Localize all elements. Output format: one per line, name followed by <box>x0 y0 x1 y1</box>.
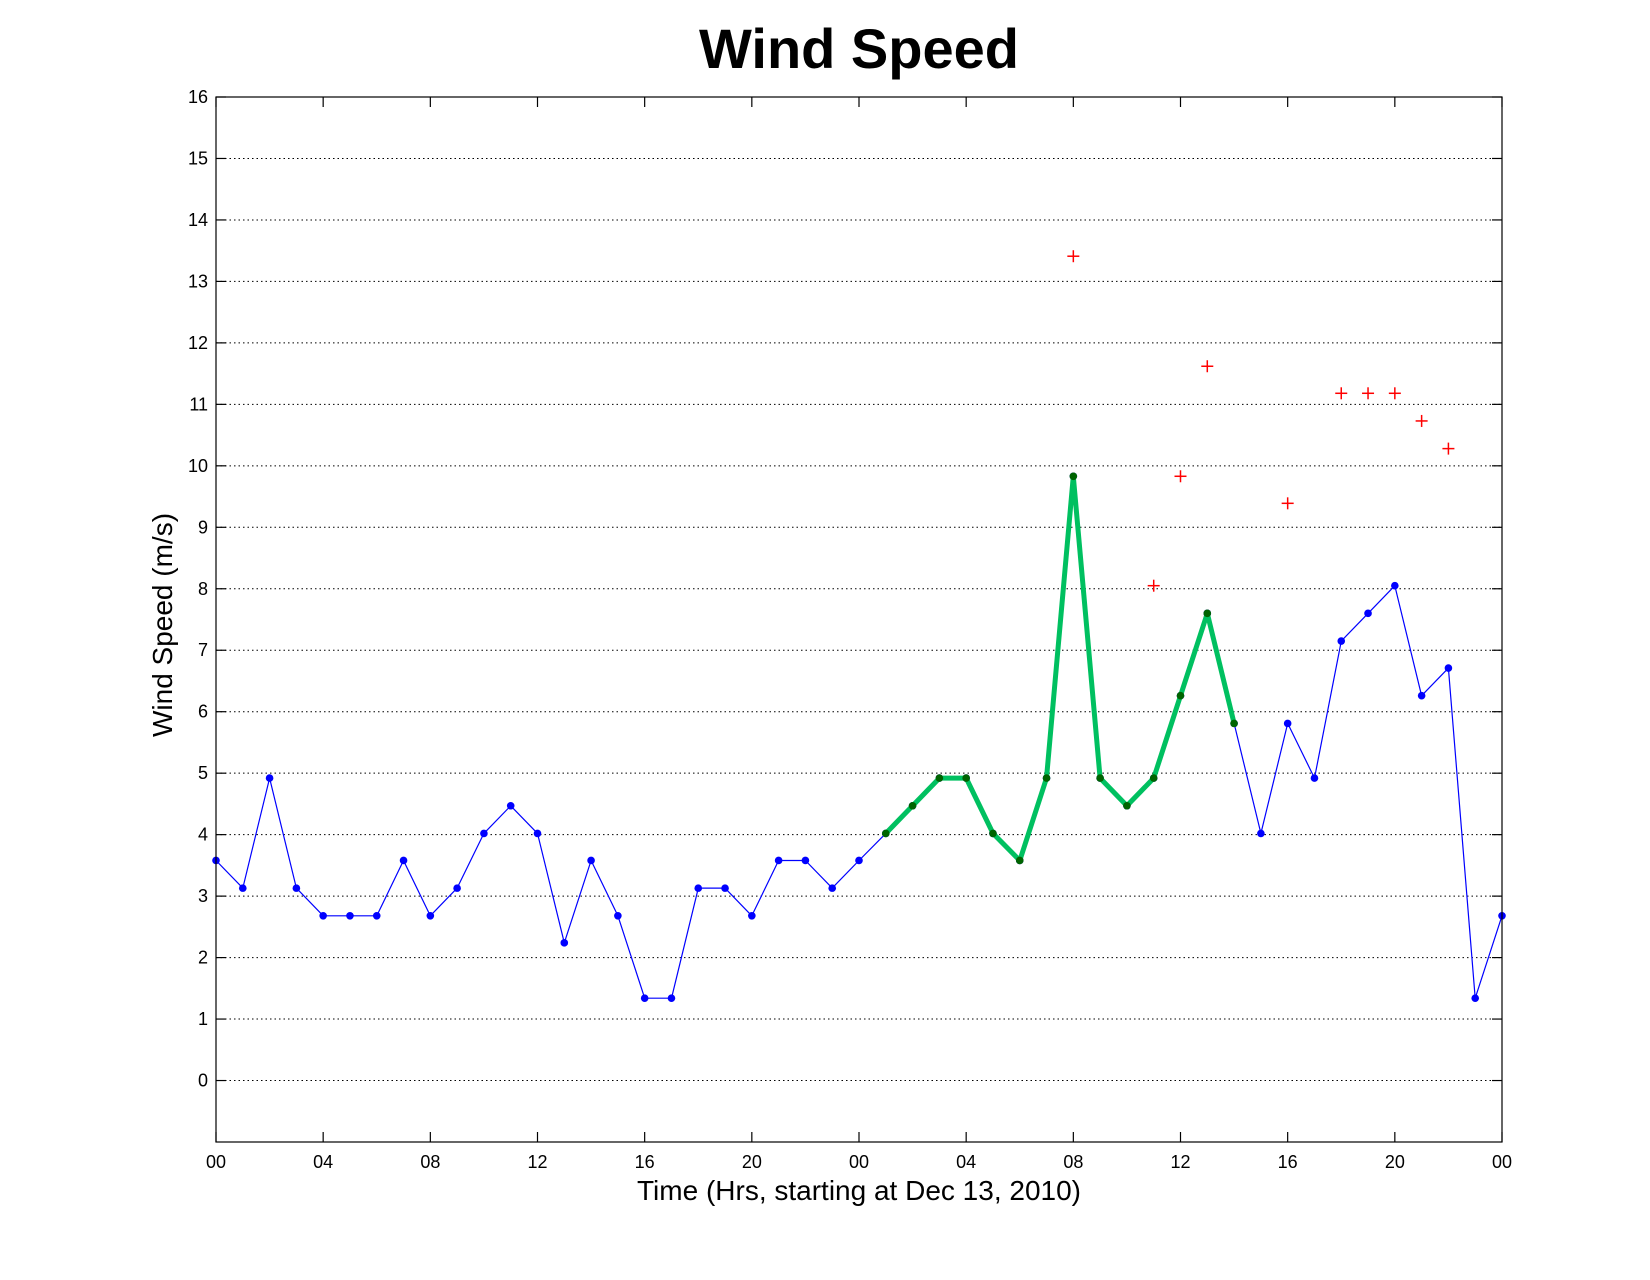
wind-speed-data-point <box>346 911 354 920</box>
grid-lines <box>216 157 1502 1082</box>
highlight-data-point <box>1230 719 1238 728</box>
x-tick-label: 04 <box>956 1152 976 1172</box>
plus-marker-point <box>1362 387 1375 400</box>
wind-speed-data-point <box>694 884 703 892</box>
y-tick-label: 9 <box>198 517 208 537</box>
x-tick-label: 04 <box>313 1152 333 1172</box>
wind-speed-data-point <box>560 939 569 947</box>
data-series <box>212 250 1506 1002</box>
x-tick-label: 12 <box>527 1152 547 1172</box>
x-tick-label: 00 <box>1492 1152 1512 1172</box>
highlight-data-point <box>935 774 944 782</box>
y-tick-label: 13 <box>188 271 208 291</box>
x-tick-label: 20 <box>1385 1152 1405 1172</box>
wind-speed-data-point <box>640 994 649 1002</box>
wind-speed-data-point <box>506 801 515 810</box>
highlight-data-point <box>1042 774 1051 782</box>
x-tick-label: 16 <box>1278 1152 1298 1172</box>
x-tick-label: 08 <box>1063 1152 1083 1172</box>
plus-marker-point <box>1335 387 1348 400</box>
highlight-data-point <box>1176 691 1185 700</box>
y-tick-label: 16 <box>188 87 208 107</box>
wind-speed-data-point <box>533 829 542 838</box>
wind-speed-data-point <box>614 911 622 920</box>
highlight-data-point <box>989 829 997 838</box>
y-tick-label: 5 <box>198 763 208 783</box>
wind-speed-data-point <box>667 994 676 1002</box>
x-tick-label: 20 <box>742 1152 762 1172</box>
x-tick-label: 12 <box>1170 1152 1190 1172</box>
plus-marker-point <box>1415 414 1428 427</box>
highlight-data-point <box>1096 774 1104 782</box>
wind-speed-data-point <box>855 856 863 865</box>
wind-speed-data-point <box>721 884 729 892</box>
x-tick-label: 08 <box>420 1152 440 1172</box>
wind-speed-data-point <box>319 911 327 920</box>
wind-speed-data-point <box>828 884 837 892</box>
x-tick-label: 00 <box>206 1152 226 1172</box>
y-tick-label: 1 <box>198 1009 208 1029</box>
plus-marker-point <box>1388 387 1401 400</box>
wind-speed-data-point <box>238 884 247 892</box>
wind-speed-data-point <box>774 856 783 865</box>
wind-speed-data-point <box>372 911 381 920</box>
y-tick-label: 7 <box>198 640 208 660</box>
plus-marker-point <box>1281 497 1294 510</box>
wind-speed-data-point <box>1417 691 1426 700</box>
highlight-data-point <box>962 774 970 782</box>
wind-speed-data-point <box>1444 664 1453 672</box>
wind-speed-data-point <box>453 884 461 892</box>
wind-speed-data-point <box>801 856 810 865</box>
wind-speed-data-point <box>1391 581 1399 590</box>
plot-area-frame <box>215 96 1503 1143</box>
plus-marker-point <box>1067 250 1080 263</box>
plus-marker-point <box>1147 579 1160 592</box>
highlight-data-point <box>1069 472 1078 481</box>
y-tick-label: 11 <box>189 394 208 414</box>
plus-marker-point <box>1174 470 1187 483</box>
y-tick-label: 8 <box>198 579 208 599</box>
wind-speed-data-point <box>1283 719 1292 728</box>
y-tick-label: 0 <box>198 1071 208 1091</box>
plus-marker-point <box>1442 442 1455 455</box>
highlight-data-point <box>1203 609 1212 618</box>
x-tick-label: 16 <box>635 1152 655 1172</box>
y-tick-label: 3 <box>198 886 208 906</box>
y-tick-label: 2 <box>198 948 208 968</box>
wind-speed-data-point <box>1310 774 1319 782</box>
plus-marker-point <box>1201 360 1214 373</box>
highlight-data-point <box>1149 774 1158 782</box>
wind-speed-series-line <box>215 475 1503 999</box>
highlight-data-point <box>1015 856 1024 865</box>
highlight-series-line <box>884 473 1237 863</box>
y-tick-label: 6 <box>198 702 208 722</box>
y-tick-label: 4 <box>198 825 208 845</box>
y-tick-label: 15 <box>188 148 208 168</box>
x-tick-label: 00 <box>849 1152 869 1172</box>
y-tick-label: 14 <box>188 210 208 230</box>
y-tick-label: 12 <box>188 333 208 353</box>
x-axis-label: Time (Hrs, starting at Dec 13, 2010) <box>637 1175 1081 1206</box>
highlight-data-point <box>881 829 890 838</box>
y-tick-label: 10 <box>188 456 208 476</box>
wind-speed-data-point <box>1364 609 1372 618</box>
wind-speed-data-point <box>265 774 274 782</box>
wind-speed-data-point <box>1471 994 1480 1002</box>
chart-title: Wind Speed <box>699 17 1019 80</box>
wind-speed-data-point <box>292 884 301 892</box>
wind-speed-data-point <box>1337 637 1346 645</box>
y-axis-label: Wind Speed (m/s) <box>147 513 178 737</box>
wind-speed-data-point <box>1257 829 1265 838</box>
highlight-data-point <box>1123 801 1131 810</box>
wind-speed-data-point <box>426 911 435 920</box>
wind-speed-data-point <box>480 829 488 838</box>
wind-speed-data-point <box>399 856 408 865</box>
wind-speed-data-point <box>587 856 595 865</box>
highlight-data-point <box>908 801 917 810</box>
wind-speed-data-point <box>748 911 756 920</box>
